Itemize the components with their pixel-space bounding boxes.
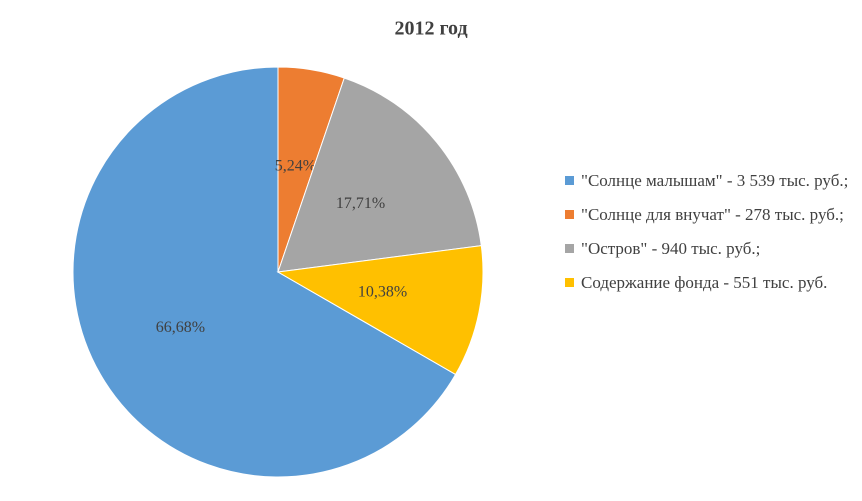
legend-swatch <box>565 244 574 253</box>
legend-label: "Остров" - 940 тыс. руб.; <box>581 239 761 258</box>
legend: "Солнце малышам" - 3 539 тыс. руб.; "Солн… <box>565 170 855 306</box>
legend-label: "Солнце для внучат" - 278 тыс. руб.; <box>581 205 844 224</box>
chart-title: 2012 год <box>394 18 467 40</box>
pie-slice <box>277 77 482 273</box>
legend-label: "Солнце малышам" - 3 539 тыс. руб.; <box>581 171 849 190</box>
pie-slice <box>276 245 484 376</box>
legend-swatch <box>565 210 574 219</box>
legend-swatch <box>565 278 574 287</box>
legend-item: "Солнце малышам" - 3 539 тыс. руб.; <box>565 170 855 191</box>
data-label: 10,38% <box>358 284 407 301</box>
legend-swatch <box>565 176 574 185</box>
legend-item: "Солнце для внучат" - 278 тыс. руб.; <box>565 204 855 225</box>
data-label: 17,71% <box>336 195 385 212</box>
data-label: 5,24% <box>275 158 316 175</box>
legend-item: "Остров" - 940 тыс. руб.; <box>565 238 855 259</box>
data-label: 66,68% <box>156 319 205 336</box>
legend-label: Содержание фонда - 551 тыс. руб. <box>581 273 828 292</box>
pie-slice <box>72 66 457 478</box>
legend-item: Содержание фонда - 551 тыс. руб. <box>565 272 855 293</box>
